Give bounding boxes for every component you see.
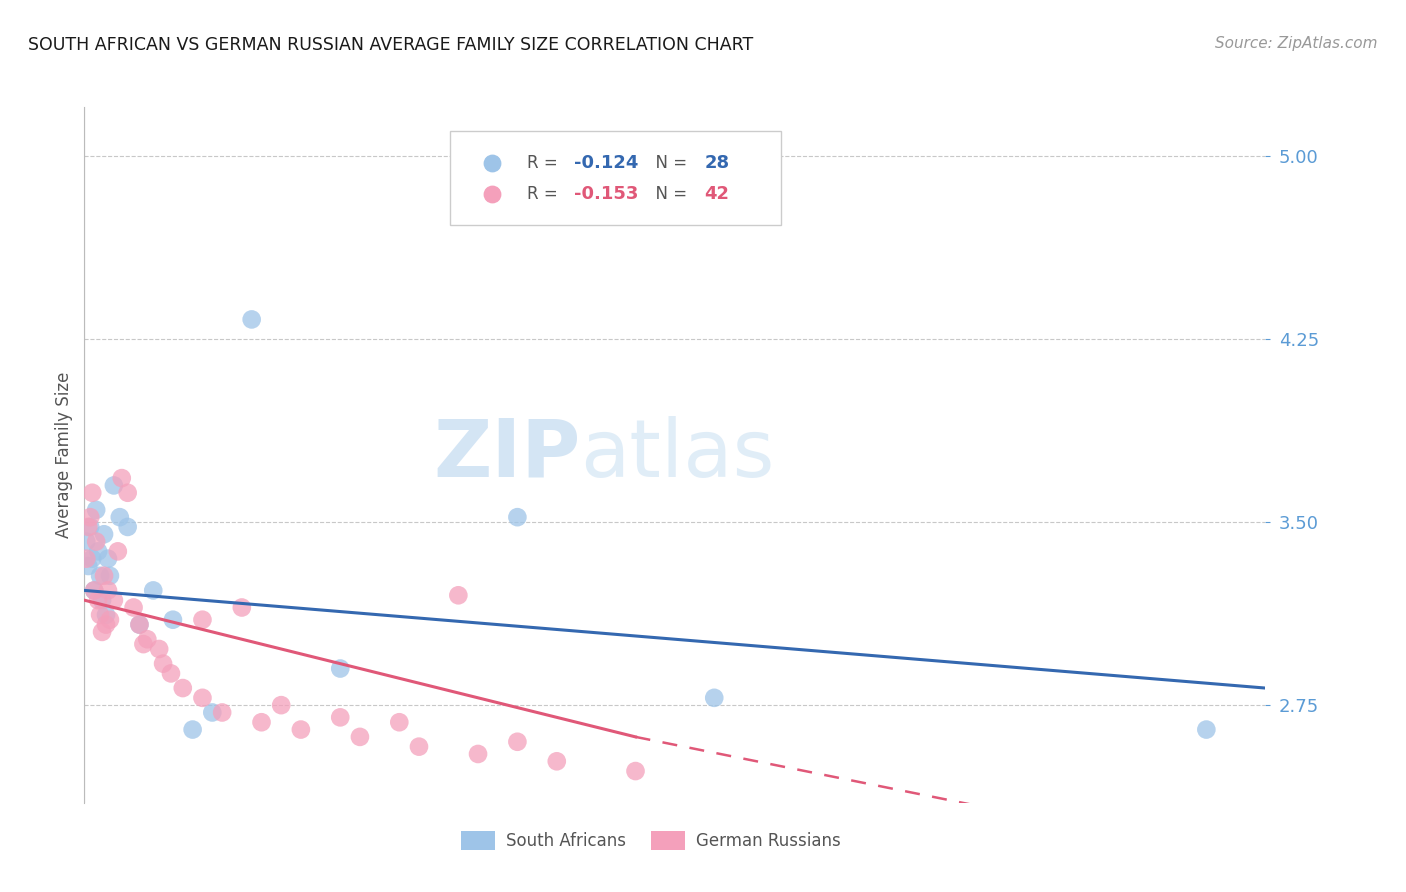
Point	[349, 730, 371, 744]
Point	[201, 706, 224, 720]
Point	[160, 666, 183, 681]
Point	[388, 715, 411, 730]
Point	[191, 690, 214, 705]
Point	[624, 764, 647, 778]
Point	[136, 632, 159, 647]
Point	[211, 706, 233, 720]
Text: N =: N =	[645, 185, 693, 203]
Point	[506, 735, 529, 749]
Point	[91, 624, 114, 639]
Point	[128, 617, 150, 632]
Point	[329, 661, 352, 675]
Point	[240, 312, 263, 326]
Text: SOUTH AFRICAN VS GERMAN RUSSIAN AVERAGE FAMILY SIZE CORRELATION CHART: SOUTH AFRICAN VS GERMAN RUSSIAN AVERAGE …	[28, 36, 754, 54]
Text: -0.124: -0.124	[575, 153, 638, 171]
Point	[87, 544, 110, 558]
Point	[103, 593, 125, 607]
Text: R =: R =	[527, 153, 564, 171]
Point	[162, 613, 184, 627]
Point	[98, 613, 121, 627]
Point	[506, 510, 529, 524]
Point	[93, 527, 115, 541]
Point	[408, 739, 430, 754]
Point	[231, 600, 253, 615]
Point	[89, 607, 111, 622]
Point	[447, 588, 470, 602]
Text: ZIP: ZIP	[433, 416, 581, 494]
Point	[270, 698, 292, 713]
Point	[250, 715, 273, 730]
Point	[191, 613, 214, 627]
Point	[79, 520, 101, 534]
Point	[181, 723, 204, 737]
Point	[108, 510, 131, 524]
Point	[79, 510, 101, 524]
Point	[128, 617, 150, 632]
Point	[97, 583, 120, 598]
Point	[89, 568, 111, 582]
Point	[77, 559, 100, 574]
Point	[290, 723, 312, 737]
Point	[77, 520, 100, 534]
Point	[83, 583, 105, 598]
Point	[152, 657, 174, 671]
Point	[87, 593, 110, 607]
Point	[94, 617, 117, 632]
Point	[75, 551, 97, 566]
Point	[111, 471, 134, 485]
Point	[84, 534, 107, 549]
Point	[83, 583, 105, 598]
Point	[565, 852, 588, 866]
Point	[93, 568, 115, 582]
Point	[94, 607, 117, 622]
Point	[103, 478, 125, 492]
Point	[329, 710, 352, 724]
Point	[107, 544, 129, 558]
Point	[82, 485, 104, 500]
Point	[117, 520, 139, 534]
Point	[75, 534, 97, 549]
Point	[122, 600, 145, 615]
Y-axis label: Average Family Size: Average Family Size	[55, 372, 73, 538]
Point	[117, 485, 139, 500]
Point	[703, 690, 725, 705]
Point	[82, 551, 104, 566]
Point	[467, 747, 489, 761]
Point	[1195, 723, 1218, 737]
Text: 28: 28	[704, 153, 730, 171]
Legend: South Africans, German Russians: South Africans, German Russians	[454, 824, 848, 857]
Text: atlas: atlas	[581, 416, 775, 494]
Point	[97, 551, 120, 566]
Point	[142, 583, 165, 598]
Point	[98, 568, 121, 582]
Point	[84, 503, 107, 517]
Point	[148, 642, 170, 657]
Text: N =: N =	[645, 153, 693, 171]
FancyBboxPatch shape	[450, 131, 782, 226]
Point	[91, 593, 114, 607]
Point	[172, 681, 194, 695]
Point	[546, 754, 568, 768]
Text: R =: R =	[527, 185, 564, 203]
Text: -0.153: -0.153	[575, 185, 638, 203]
Point	[132, 637, 155, 651]
Text: 42: 42	[704, 185, 730, 203]
Text: Source: ZipAtlas.com: Source: ZipAtlas.com	[1215, 36, 1378, 51]
